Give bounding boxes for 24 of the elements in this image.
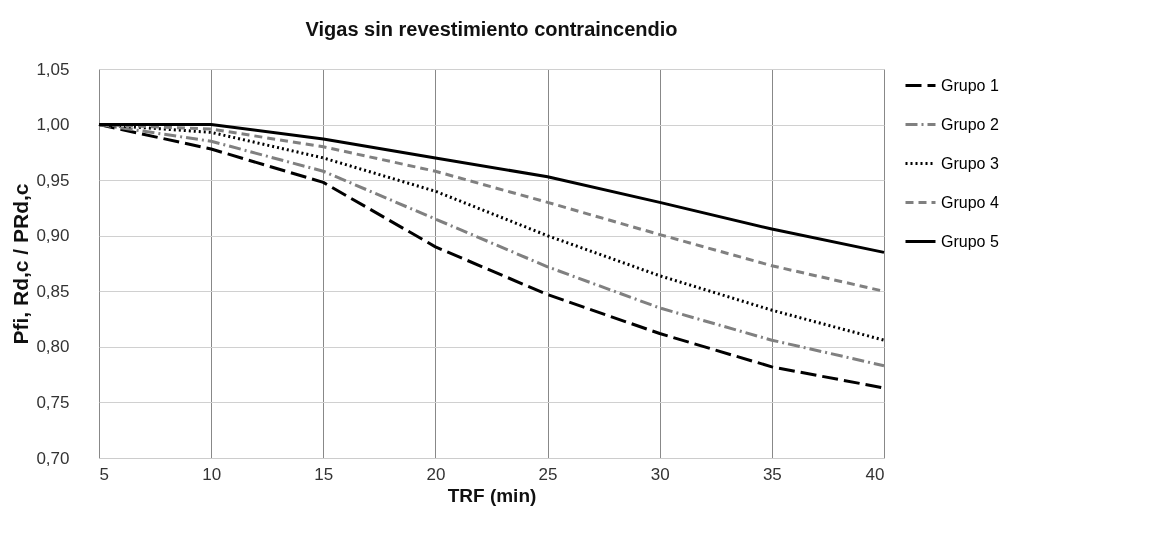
x-tick-label: 10: [202, 464, 222, 484]
x-tick-label: 5: [99, 464, 109, 484]
x-tick-label: 40: [865, 464, 885, 484]
y-tick-label: 0,80: [36, 337, 70, 357]
legend-label: Grupo 4: [941, 193, 999, 211]
x-axis-title: TRF (min): [447, 484, 537, 506]
y-tick-label: 1,00: [36, 115, 70, 135]
y-axis-title: Pfi, Rd,c / PRd,c: [9, 183, 33, 345]
legend-label: Grupo 5: [941, 232, 999, 250]
y-tick-label: 0,75: [36, 392, 70, 412]
y-tick-label: 0,70: [36, 448, 70, 468]
legend-label: Grupo 3: [941, 154, 999, 172]
y-tick-label: 0,90: [36, 226, 70, 246]
x-tick-label: 20: [426, 464, 446, 484]
x-tick-label: 35: [762, 464, 782, 484]
chart-title: Vigas sin revestimiento contraincendio: [305, 18, 678, 40]
y-tick-label: 0,95: [36, 170, 70, 190]
y-tick-label: 1,05: [36, 59, 70, 79]
x-tick-label: 25: [538, 464, 558, 484]
x-tick-label: 15: [314, 464, 334, 484]
legend-label: Grupo 1: [941, 76, 999, 94]
x-tick-label: 30: [650, 464, 670, 484]
y-tick-label: 0,85: [36, 281, 70, 301]
legend-label: Grupo 2: [941, 115, 999, 133]
